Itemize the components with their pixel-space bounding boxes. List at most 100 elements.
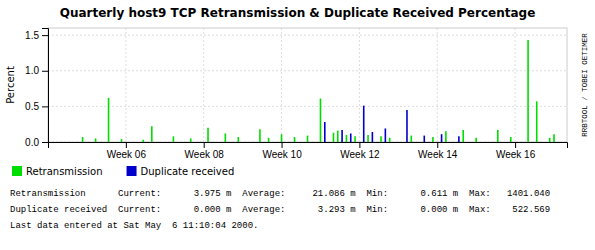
y-axis: 0.0 0.5 1.0 1.5	[25, 29, 48, 148]
bar	[367, 135, 369, 142]
bar	[268, 138, 270, 142]
tick: Week 06	[107, 142, 147, 160]
grid-line-x	[203, 28, 204, 142]
plot-frame	[48, 28, 567, 142]
bar	[445, 131, 447, 142]
legend-swatch	[127, 166, 137, 176]
tick: Week 12	[340, 142, 380, 160]
bar	[190, 138, 192, 142]
grid-line-x	[359, 28, 360, 142]
bar	[82, 137, 84, 142]
bar	[307, 136, 309, 142]
tick-label: 0.5	[25, 101, 39, 112]
grid-line-x	[437, 28, 438, 142]
tick: 1.5	[25, 30, 48, 41]
bar	[346, 135, 348, 142]
bar	[410, 136, 412, 142]
tick: Week 10	[262, 142, 302, 160]
bar	[527, 40, 529, 142]
grid-line-y	[48, 70, 567, 71]
chart: Week 06 Week 08 Week 10 Week 12 Week 14 Week …	[0, 0, 595, 250]
tick: 0.0	[25, 137, 48, 148]
bar	[462, 130, 464, 142]
bar	[406, 110, 408, 142]
bars	[83, 40, 554, 142]
bar	[380, 136, 382, 142]
grid	[48, 28, 567, 142]
bar	[553, 134, 555, 142]
tick: 0.5	[25, 101, 48, 112]
tick-label: Week 16	[496, 149, 536, 160]
grid-line-x	[281, 28, 282, 142]
bar	[510, 137, 512, 142]
bar	[458, 136, 460, 142]
x-axis-line	[49, 143, 568, 149]
bar	[294, 137, 296, 142]
bar	[324, 122, 326, 142]
tick-label: Week 06	[107, 149, 147, 160]
tick-mark	[204, 142, 205, 148]
bar	[354, 136, 356, 142]
bar	[281, 134, 283, 142]
tick: Week 14	[418, 142, 458, 160]
x-axis: Week 06 Week 08 Week 10 Week 12 Week 14 Week …	[49, 142, 568, 160]
bar	[385, 128, 387, 142]
tick-mark	[42, 106, 48, 107]
tick-mark	[42, 142, 48, 143]
bar	[350, 133, 352, 142]
tick-label: 1.5	[25, 30, 39, 41]
tick-label: 0.0	[25, 137, 39, 148]
bar	[320, 99, 322, 142]
bar	[475, 138, 477, 142]
bar	[142, 140, 144, 142]
bar	[207, 128, 209, 142]
title: Quarterly host9 TCP Retransmission & Dup…	[60, 6, 536, 20]
y-axis-title: Percent	[5, 66, 16, 104]
side-label: RRBTOOL / TOBEI OETIMER	[581, 33, 589, 137]
bar	[108, 98, 110, 142]
bar	[363, 106, 365, 142]
tick-mark	[126, 142, 127, 148]
legend-label: Retransmission	[26, 166, 103, 177]
stats-line: Retransmission Current: 3.975 m Average:…	[10, 189, 550, 199]
bar	[151, 126, 153, 142]
grid-line-x	[125, 28, 126, 142]
bar	[173, 136, 175, 142]
tick-label: Week 08	[185, 149, 225, 160]
bar	[238, 137, 240, 142]
bar	[121, 139, 123, 142]
bar	[497, 130, 499, 142]
y-axis-line	[42, 29, 49, 143]
legend-label: Duplicate received	[141, 166, 235, 177]
tick-label: Week 10	[262, 149, 302, 160]
stats-line: Last data entered at Sat May 6 11:10:04 …	[10, 221, 258, 231]
grid-line-y	[48, 35, 567, 36]
tick-mark	[437, 142, 438, 148]
tick-mark	[282, 142, 283, 148]
series	[83, 40, 554, 142]
series	[325, 106, 459, 142]
tick: 1.0	[25, 65, 48, 76]
tick: Week 16	[496, 142, 536, 160]
bar	[389, 138, 391, 142]
tick: Week 08	[185, 142, 225, 160]
tick-label: Week 14	[418, 149, 458, 160]
bar	[333, 133, 335, 142]
bar	[432, 137, 434, 142]
bar	[225, 133, 227, 142]
tick-label: Week 12	[340, 149, 380, 160]
stats-line: Duplicate received Current: 0.000 m Aver…	[10, 205, 550, 215]
legend-item: Duplicate received	[127, 166, 235, 177]
bar	[341, 130, 343, 142]
legend: Retransmission Duplicate received	[12, 166, 234, 177]
grid-line-y	[48, 106, 567, 107]
bar	[536, 101, 538, 142]
tick-mark	[515, 142, 516, 148]
tick-mark	[42, 35, 48, 36]
tick-label: 1.0	[25, 65, 39, 76]
bar	[259, 129, 261, 142]
bar	[441, 134, 443, 142]
bar	[372, 132, 374, 142]
bar	[423, 136, 425, 142]
grid-line-x	[515, 28, 516, 142]
